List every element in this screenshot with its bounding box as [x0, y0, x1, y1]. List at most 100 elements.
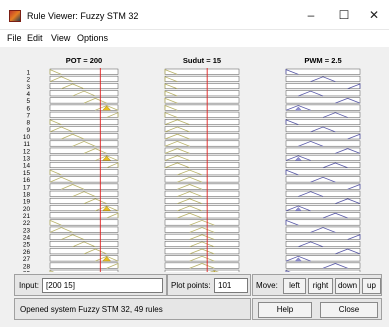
- window-title: Rule Viewer: Fuzzy STM 32: [27, 11, 139, 21]
- membership-function: [298, 90, 324, 97]
- menu-edit[interactable]: Edit: [27, 33, 43, 43]
- membership-function: [49, 119, 62, 126]
- fired-area: [102, 105, 112, 111]
- column-header-0: POT = 200: [66, 56, 102, 65]
- rule-box: [164, 248, 240, 255]
- membership-function: [177, 205, 203, 212]
- rule-number: 1: [26, 69, 30, 76]
- rule-box: [164, 147, 240, 154]
- rule-box: [285, 111, 361, 118]
- membership-function: [49, 270, 55, 272]
- rule-number: 9: [26, 127, 30, 134]
- rule-number: 28: [23, 263, 31, 270]
- rule-box: [285, 154, 361, 161]
- membership-function: [72, 140, 96, 147]
- help-button[interactable]: Help: [258, 302, 312, 318]
- membership-function: [335, 148, 361, 154]
- membership-function: [95, 255, 119, 262]
- rule-plot-area[interactable]: POT = 200 Sudut = 15 PWM = 2.5 1 2 3 4 5 6 7 8 9 10 1…: [0, 48, 389, 272]
- rule-box: [164, 169, 240, 176]
- membership-function: [189, 234, 215, 240]
- menu-options[interactable]: Options: [77, 33, 109, 43]
- rule-box: [285, 226, 361, 233]
- maximize-button[interactable]: ☐: [338, 8, 350, 22]
- membership-function: [335, 97, 361, 104]
- column-header-1: Sudut = 15: [183, 56, 221, 65]
- rule-box: [164, 226, 240, 233]
- rule-box: [164, 262, 240, 269]
- rule-box: [164, 233, 240, 240]
- input-field[interactable]: [200 15]: [42, 278, 163, 293]
- fired-area: [102, 155, 112, 161]
- membership-function: [164, 133, 190, 140]
- rule-number: 5: [26, 98, 30, 105]
- rule-box: [49, 255, 119, 262]
- rule-box: [164, 241, 240, 247]
- membership-function: [95, 105, 119, 111]
- membership-function: [83, 148, 107, 154]
- rule-box: [164, 183, 240, 190]
- rule-box: [49, 233, 119, 240]
- membership-function: [189, 263, 215, 269]
- membership-function: [61, 133, 85, 140]
- membership-function: [164, 112, 178, 118]
- membership-function: [209, 270, 219, 272]
- plot-points-field[interactable]: 101: [214, 278, 248, 293]
- membership-function: [347, 133, 361, 140]
- rule-number: 14: [23, 163, 31, 170]
- rule-box: [164, 190, 240, 197]
- rule-box: [49, 241, 119, 247]
- membership-function: [285, 69, 299, 75]
- menu-bar: File Edit View Options: [0, 30, 389, 47]
- menu-view[interactable]: View: [51, 33, 71, 43]
- membership-function: [164, 140, 190, 147]
- rule-box: [49, 133, 119, 140]
- menu-file[interactable]: File: [7, 33, 22, 43]
- rule-box: [49, 90, 119, 97]
- input-label: Input:: [19, 281, 40, 290]
- rule-number: 24: [23, 235, 31, 242]
- move-panel: Move: left right down up: [252, 274, 382, 296]
- membership-function: [164, 69, 178, 75]
- rule-box: [164, 197, 240, 204]
- membership-function: [106, 112, 119, 118]
- membership-function: [49, 176, 73, 183]
- rule-box: [285, 205, 361, 212]
- rule-box: [49, 269, 119, 272]
- close-button[interactable]: Close: [320, 302, 378, 318]
- membership-function: [95, 205, 119, 212]
- membership-function: [164, 162, 190, 169]
- membership-function: [310, 176, 336, 183]
- move-left-button[interactable]: left: [283, 278, 306, 294]
- membership-function: [164, 104, 178, 111]
- membership-function: [177, 169, 203, 176]
- membership-function: [83, 198, 107, 205]
- membership-function: [285, 119, 299, 126]
- membership-function: [49, 126, 73, 133]
- membership-function: [322, 212, 348, 219]
- output-fired-area: [294, 106, 302, 111]
- rule-box: [49, 176, 119, 183]
- rule-number: 27: [23, 256, 31, 263]
- close-window-button[interactable]: ✕: [368, 8, 380, 22]
- rule-number: 18: [23, 191, 31, 198]
- membership-function: [310, 227, 336, 233]
- rule-box: [164, 154, 240, 161]
- membership-function: [285, 205, 311, 212]
- rule-box: [285, 147, 361, 154]
- move-label: Move:: [256, 281, 278, 290]
- plot-points-panel: Plot points: 101: [167, 274, 251, 296]
- rule-box: [285, 269, 361, 272]
- membership-function: [83, 97, 107, 104]
- rule-number: 16: [23, 177, 31, 184]
- move-right-button[interactable]: right: [308, 278, 333, 294]
- move-down-button[interactable]: down: [335, 278, 360, 294]
- rule-box: [285, 126, 361, 133]
- minimize-button[interactable]: –: [307, 8, 315, 22]
- rule-box: [285, 212, 361, 219]
- membership-function: [164, 83, 178, 90]
- rule-box: [285, 140, 361, 147]
- rule-box: [285, 90, 361, 97]
- matlab-app-icon: [9, 10, 21, 22]
- move-up-button[interactable]: up: [362, 278, 381, 294]
